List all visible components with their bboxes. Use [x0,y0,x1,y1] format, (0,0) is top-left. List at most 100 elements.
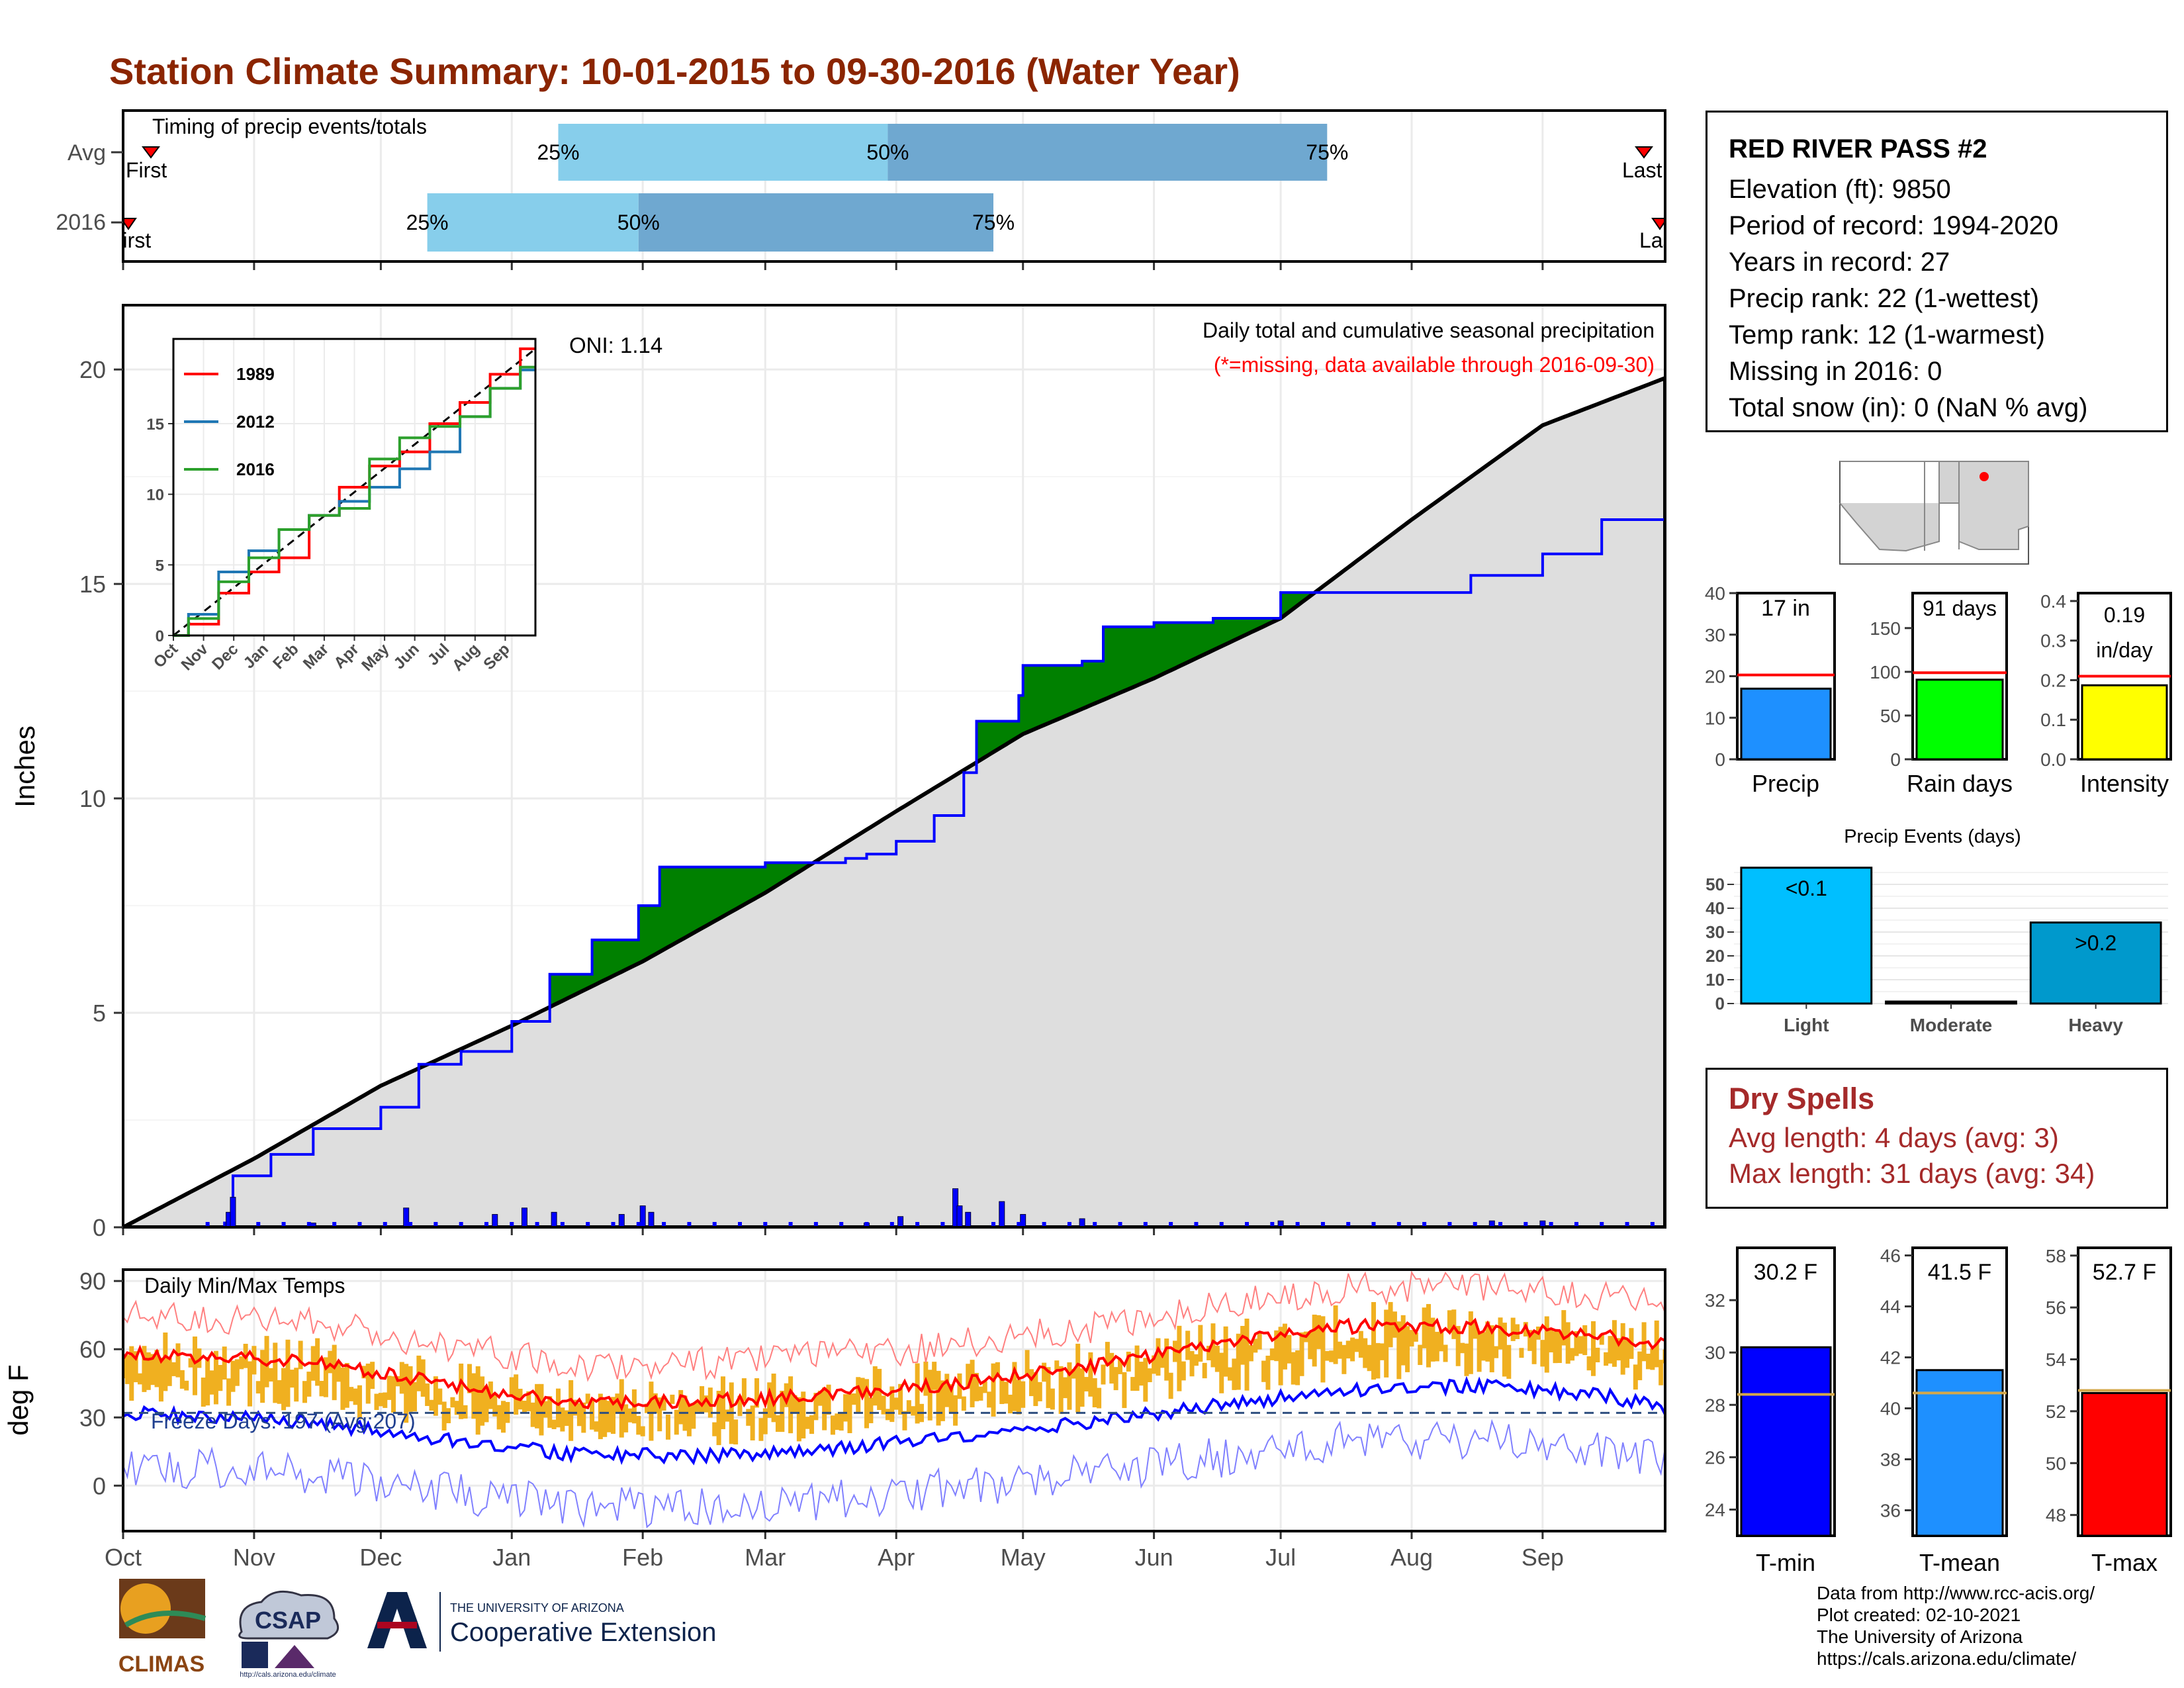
year-first-label: First [110,228,151,252]
daily-temp-range-bar [1553,1331,1558,1364]
daily-precip-bar [662,1222,666,1227]
daily-temp-range-bar [792,1395,797,1413]
record-min-line [123,1419,1665,1528]
precip-y-tick-label: 10 [79,785,106,812]
daily-temp-range-bar [1354,1338,1359,1352]
daily-temp-range-bar [1604,1352,1609,1366]
timing-frame [122,109,1666,263]
station-name: RED RIVER PASS #2 [1729,134,1987,164]
daily-precip-bar [1320,1222,1325,1227]
year-last-marker [1651,218,1665,230]
daily-temp-range-bar [1510,1317,1516,1341]
month-axis: Oct Nov Dec Jan Feb Mar Apr May Jun Jul Aug Sep [105,1544,1564,1571]
daily-temp-range-bar [1578,1336,1583,1354]
daily-temp-range-bar [1473,1323,1478,1339]
daily-temp-range-bar [966,1364,971,1389]
daily-temp-range-bar [543,1401,548,1418]
tmean-summary-y-tick-label: 40 [1880,1399,1901,1419]
ua-small-text: THE UNIVERSITY OF ARIZONA [450,1601,624,1615]
dry-spells-box: Dry Spells Avg length: 4 days (avg: 3) M… [1706,1068,2168,1209]
daily-temp-range-bar [1400,1315,1406,1366]
events-bar-label: <0.1 [1786,876,1827,900]
daily-temp-range-bar [1024,1350,1030,1377]
daily-temp-range-bar [1075,1343,1081,1413]
station-marker [1979,472,1989,481]
daily-temp-range-bar [1650,1348,1655,1370]
daily-temp-range-bar [898,1383,903,1415]
daily-temp-range-bar [1113,1367,1118,1391]
daily-temp-range-bar [1101,1364,1106,1385]
daily-precip-bar [521,1207,527,1227]
events-y-tick-label: 20 [1706,946,1725,966]
daily-temp-range-bar [1152,1355,1157,1374]
daily-temp-range-bar [535,1383,540,1429]
daily-temp-range-bar [454,1401,459,1415]
daily-temp-range-bar [1460,1342,1465,1354]
daily-temp-range-bar [974,1373,979,1401]
daily-temp-range-bar [830,1415,835,1435]
daily-temp-range-bar [404,1364,409,1423]
daily-temp-range-bar [1396,1321,1402,1380]
intensity-summary-y-tick-label: 0.2 [2040,670,2066,690]
climas-logo: CLIMAS [118,1579,206,1677]
credit-line-created: Plot created: 02-10-2021 [1817,1605,2021,1625]
rain-summary-y-tick-label: 50 [1880,706,1901,726]
daily-temp-range-bar [1544,1316,1549,1373]
daily-temp-range-bar [847,1393,852,1434]
daily-precip-bar [813,1222,818,1227]
daily-temp-range-bar [1506,1344,1512,1379]
daily-temp-range-bar [817,1390,823,1406]
daily-precip-bar [648,1211,655,1227]
year-25-label: 25% [406,211,449,234]
month-label: Feb [622,1544,663,1571]
station-line-period: Period of record: 1994-2020 [1729,211,2059,240]
daily-temp-range-bar [1138,1362,1144,1386]
station-line-precip-rank: Precip rank: 22 (1-wettest) [1729,284,2040,313]
daily-temp-range-bar [1295,1350,1300,1385]
daily-temp-range-bar [1126,1351,1131,1372]
precip-summary-chart: 0 10 20 30 40 17 in Precip [1705,583,1836,797]
daily-precip-bar [639,1205,646,1227]
rain-summary-bar [1915,679,2004,761]
daily-temp-range-bar [1443,1344,1448,1362]
daily-temp-range-bar [707,1387,713,1418]
daily-precip-bar [230,1222,235,1227]
daily-temp-range-bar [576,1403,582,1427]
tmean-summary-value: 41.5 F [1928,1260,1991,1285]
daily-temp-range-bar [627,1408,633,1423]
daily-temp-range-bar [124,1354,130,1384]
daily-temp-range-bar [526,1391,531,1411]
daily-temp-range-bar [551,1419,557,1429]
legend-1989-label: 1989 [236,364,275,384]
daily-temp-range-bar [1046,1367,1051,1409]
month-label: Dec [359,1544,402,1571]
tmax-summary-y-tick-label: 54 [2046,1350,2066,1370]
daily-temp-range-bar [970,1360,975,1407]
daily-temp-range-bar [1350,1337,1355,1362]
avg-first-marker [142,146,160,159]
daily-temp-range-bar [961,1396,966,1411]
daily-precip-bar [281,1222,286,1227]
daily-precip-bar [763,1222,768,1227]
daily-temp-range-bar [585,1393,590,1404]
credit-line-university: The University of Arizona [1817,1626,2023,1647]
daily-temp-range-bar [1083,1377,1089,1391]
daily-temp-range-bar [645,1403,650,1413]
intensity-summary-y-tick-label: 0.3 [2040,631,2066,651]
daily-temp-range-bar [1206,1346,1212,1361]
daily-temp-range-bar [213,1350,218,1405]
precip-ylabel: Inches [9,726,40,808]
daily-precip-bar [1524,1222,1528,1227]
daily-temp-range-bar [615,1393,620,1414]
daily-temp-range-bar [408,1366,413,1412]
year-50-75-bar [638,193,994,252]
avg-max-line [123,1317,1665,1412]
tmax-summary-bar [2081,1391,2168,1537]
daily-temp-range-bar [1430,1317,1435,1362]
rain-summary-label: Rain days [1907,770,2013,797]
daily-temp-range-bar [1143,1358,1148,1402]
daily-temp-range-bar [1447,1310,1452,1333]
daily-temp-range-bar [133,1351,138,1383]
daily-temp-range-bar [471,1373,477,1419]
daily-temp-range-bar [399,1362,404,1394]
